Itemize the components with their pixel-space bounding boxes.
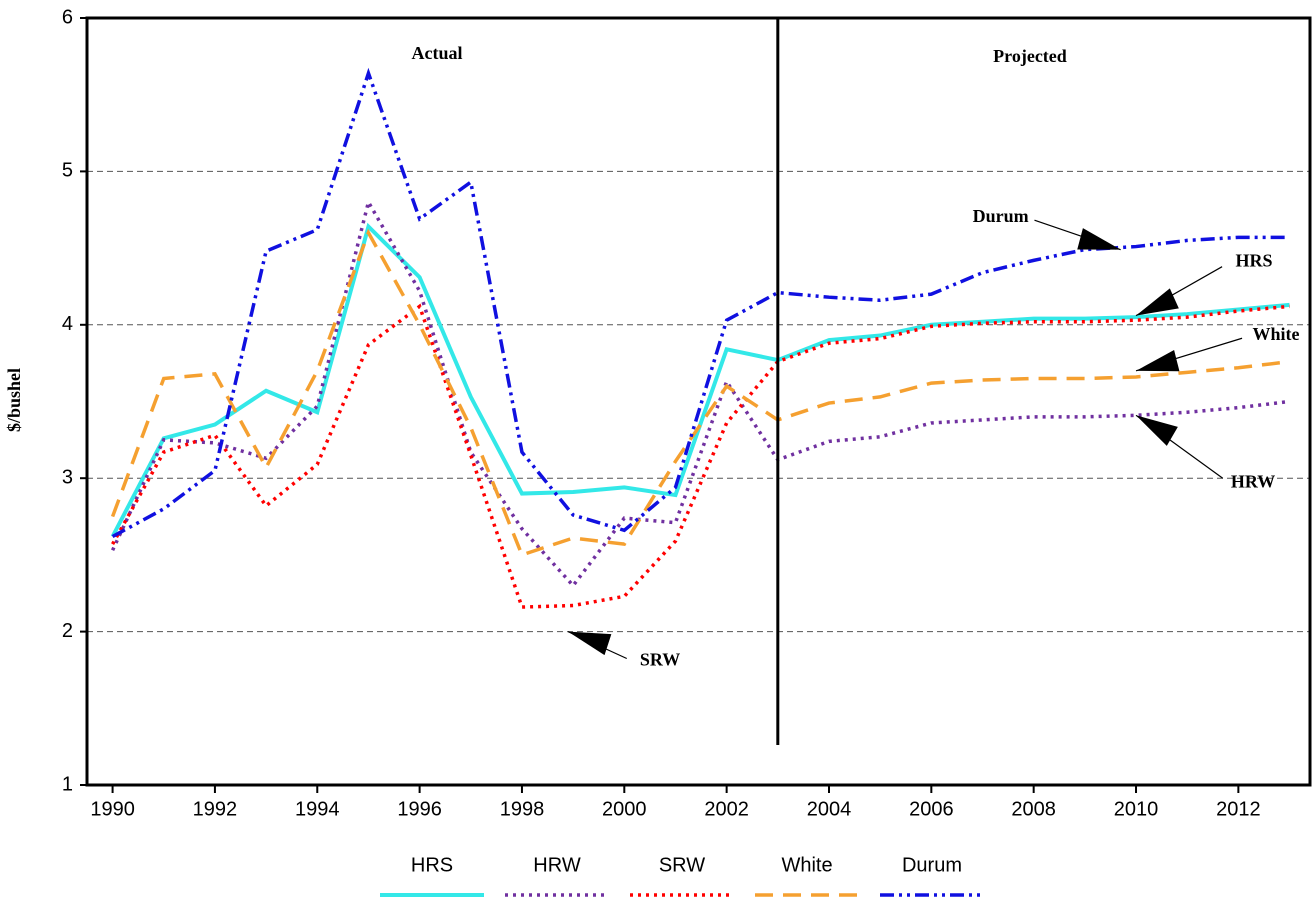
x-tick-label: 1996 bbox=[397, 798, 442, 820]
x-tick-label: 2012 bbox=[1216, 798, 1261, 820]
region-label: Actual bbox=[412, 43, 463, 63]
annotation-arrow bbox=[568, 631, 612, 656]
annotation: SRW bbox=[640, 650, 680, 670]
plot-frame bbox=[85, 16, 1312, 787]
legend-label: Durum bbox=[902, 854, 962, 876]
series-line bbox=[111, 67, 1290, 539]
x-tick-label: 2002 bbox=[704, 798, 749, 820]
x-tick-label: 2004 bbox=[807, 798, 852, 820]
series-line bbox=[110, 197, 1290, 589]
x-tick-label: 1992 bbox=[193, 798, 238, 820]
y-tick-label: 4 bbox=[62, 313, 73, 335]
x-tick-label: 2006 bbox=[909, 798, 954, 820]
legend-label: HRS bbox=[411, 854, 453, 876]
legend-label: HRW bbox=[533, 854, 581, 876]
x-tick-label: 1994 bbox=[295, 798, 340, 820]
x-tick-label: 2010 bbox=[1114, 798, 1159, 820]
series-line bbox=[110, 228, 1290, 558]
annotation-arrow bbox=[1136, 415, 1178, 446]
annotation-arrow bbox=[1136, 349, 1180, 372]
y-tick-label: 6 bbox=[62, 6, 73, 28]
annotation: HRW bbox=[1231, 471, 1275, 491]
y-tick-label: 3 bbox=[62, 466, 73, 488]
annotation: HRS bbox=[1236, 251, 1273, 271]
x-tick-label: 2008 bbox=[1011, 798, 1056, 820]
x-tick-label: 1990 bbox=[90, 798, 135, 820]
series-line bbox=[110, 222, 1290, 538]
x-tick-label: 1998 bbox=[500, 798, 545, 820]
y-tick-label: 2 bbox=[62, 620, 73, 642]
region-label: Projected bbox=[993, 46, 1067, 66]
legend-label: White bbox=[781, 854, 832, 876]
y-axis-label: $/bushel bbox=[4, 368, 24, 432]
y-tick-label: 5 bbox=[62, 160, 73, 182]
legend-label: SRW bbox=[659, 854, 705, 876]
series-line bbox=[111, 303, 1290, 609]
y-tick-label: 1 bbox=[62, 773, 73, 795]
annotation-arrow bbox=[1136, 288, 1179, 316]
annotation-arrow bbox=[1077, 228, 1121, 250]
annotation: White bbox=[1253, 324, 1300, 344]
annotation: Durum bbox=[973, 206, 1029, 226]
x-tick-label: 2000 bbox=[602, 798, 647, 820]
